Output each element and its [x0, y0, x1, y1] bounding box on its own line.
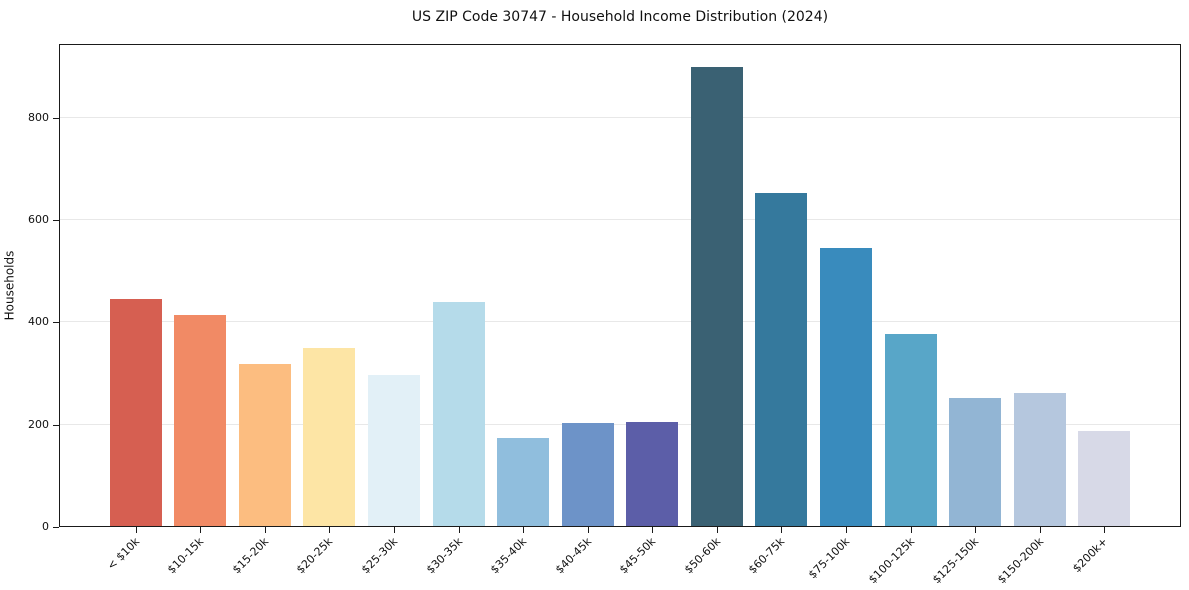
bar--30-35k	[432, 302, 485, 526]
bar--20-25k	[303, 347, 356, 526]
x-tick-mark-2	[200, 527, 202, 533]
y-tick-label-400: 400	[28, 315, 49, 329]
gridline-y-600	[60, 219, 1180, 221]
gridline-y-800	[60, 116, 1180, 118]
bar--40-45k	[561, 422, 614, 526]
bar--60-75k	[755, 193, 808, 526]
y-tick-mark-0	[53, 527, 59, 528]
x-tick-mark-6	[458, 527, 460, 533]
bar--200k+	[1078, 430, 1131, 526]
x-tick-mark-11	[781, 527, 783, 533]
bar--45-50k	[626, 421, 679, 526]
y-tick-mark-600	[53, 220, 59, 221]
y-tick-mark-400	[53, 322, 59, 324]
x-tick-mark-3	[264, 527, 266, 533]
x-tick-mark-8	[587, 527, 589, 533]
x-tick-mark-9	[652, 527, 654, 533]
chart-title: US ZIP Code 30747 - Household Income Dis…	[411, 9, 829, 25]
bar--125-150k	[949, 398, 1002, 526]
x-tick-mark-5	[394, 527, 396, 533]
bar--25-30k	[368, 374, 421, 526]
bar--50-60k	[690, 66, 743, 526]
x-tick-mark-14	[975, 527, 977, 533]
x-tick-mark-10	[716, 527, 718, 533]
x-tick-mark-7	[523, 527, 525, 533]
bar--15-20k	[238, 364, 291, 526]
bar--100-125k	[884, 333, 937, 526]
gridline-y-400	[60, 321, 1180, 323]
x-tick-mark-1	[135, 527, 137, 533]
y-tick-mark-800	[53, 117, 59, 119]
x-tick-mark-15	[1039, 527, 1041, 533]
bar--10k	[109, 298, 162, 526]
x-tick-mark-16	[1104, 527, 1106, 533]
y-tick-label-200: 200	[28, 417, 49, 431]
y-tick-label-600: 600	[28, 213, 49, 226]
y-tick-label-0: 0	[42, 520, 49, 533]
gridline-y-200	[60, 423, 1180, 425]
x-tick-mark-12	[845, 527, 847, 533]
bar--150-200k	[1013, 392, 1066, 526]
x-tick-mark-13	[910, 527, 912, 533]
y-tick-mark-200	[53, 424, 59, 426]
bar--10-15k	[174, 314, 227, 526]
y-tick-label-800: 800	[28, 110, 49, 124]
bar--75-100k	[819, 247, 872, 526]
x-tick-label--10k: < $10k	[104, 535, 143, 573]
plot-area	[59, 44, 1181, 527]
bar--35-40k	[497, 438, 550, 526]
x-tick-mark-4	[329, 527, 331, 533]
